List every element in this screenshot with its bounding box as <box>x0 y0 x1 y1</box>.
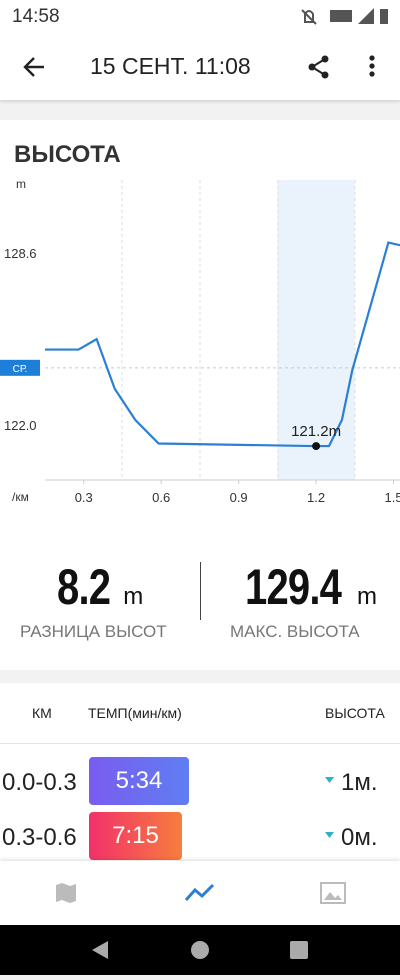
menu-button[interactable] <box>362 54 382 80</box>
clock: 14:58 <box>12 6 60 27</box>
x-tick-label: 1.2 <box>307 490 325 505</box>
stat-max: 129.4 m <box>245 558 377 616</box>
back-button[interactable] <box>22 54 48 80</box>
chart-tab[interactable] <box>184 881 216 905</box>
status-bar: 14:58 <box>0 0 400 34</box>
x-tick-label: 0.9 <box>230 490 248 505</box>
grid <box>121 180 356 480</box>
table-card: КМ ТЕМП(мин/км) ВЫСОТА 0.0-0.3 5:34 1м. … <box>0 683 400 863</box>
km-cell: 0.3-0.6 <box>2 824 77 851</box>
y-tick-label: 122.0 <box>4 418 37 433</box>
pace-badge: 5:34 <box>89 757 189 805</box>
column-header: ТЕМП(мин/км) <box>88 705 182 721</box>
app-bar: 15 СЕНТ. 11:08 <box>0 34 400 100</box>
x-tick-label: 0.6 <box>152 490 170 505</box>
y-tick-label: 128.6 <box>4 246 37 261</box>
stat-label: МАКС. ВЫСОТА <box>230 622 360 641</box>
stat-unit: m <box>123 583 144 610</box>
stat-diff: 8.2 m <box>20 558 180 616</box>
stat-label: РАЗНИЦА ВЫСОТ <box>20 622 167 641</box>
map-tab[interactable] <box>54 881 78 905</box>
average-badge <box>0 359 40 376</box>
chart-card: ВЫСОТА m /км 122.0 128.6 0.3 0.6 0.9 1.2 1.5 СР… <box>0 120 400 670</box>
system-buttons <box>92 941 308 959</box>
bottom-nav <box>0 861 400 925</box>
selection-band <box>277 180 355 480</box>
elevation-cell: 1м. <box>341 769 378 796</box>
stat-unit: m <box>357 583 377 610</box>
stat-value: 129.4 <box>245 559 342 615</box>
chart: ВЫСОТА m /км 122.0 128.6 0.3 0.6 0.9 1.2 1.5 СР… <box>0 141 400 505</box>
divider <box>200 562 201 620</box>
average-label: СР. <box>13 364 28 375</box>
trend-icon <box>325 832 334 838</box>
share-button[interactable] <box>306 54 332 80</box>
separator <box>0 743 400 744</box>
elevation-cell: 0м. <box>341 824 378 851</box>
photo-tab[interactable] <box>320 881 346 905</box>
pace-badge: 7:15 <box>89 812 182 860</box>
km-cell: 0.0-0.3 <box>2 769 77 796</box>
y-axis-label: m <box>16 177 26 191</box>
system-nav <box>0 925 400 975</box>
column-header: ВЫСОТА <box>325 705 385 721</box>
status-icons <box>301 8 388 25</box>
x-tick-label: 0.3 <box>75 490 93 505</box>
marker-dot <box>312 442 321 451</box>
marker-label: 121.2m <box>291 423 341 440</box>
x-tick-label: 1.5 <box>385 490 400 505</box>
x-axis-label: /км <box>12 490 29 504</box>
app-bar-title: 15 СЕНТ. 11:08 <box>90 53 251 79</box>
stat-value: 8.2 <box>56 559 111 615</box>
chart-title: ВЫСОТА <box>14 141 121 168</box>
trend-icon <box>325 777 334 783</box>
column-header: КМ <box>32 705 52 721</box>
